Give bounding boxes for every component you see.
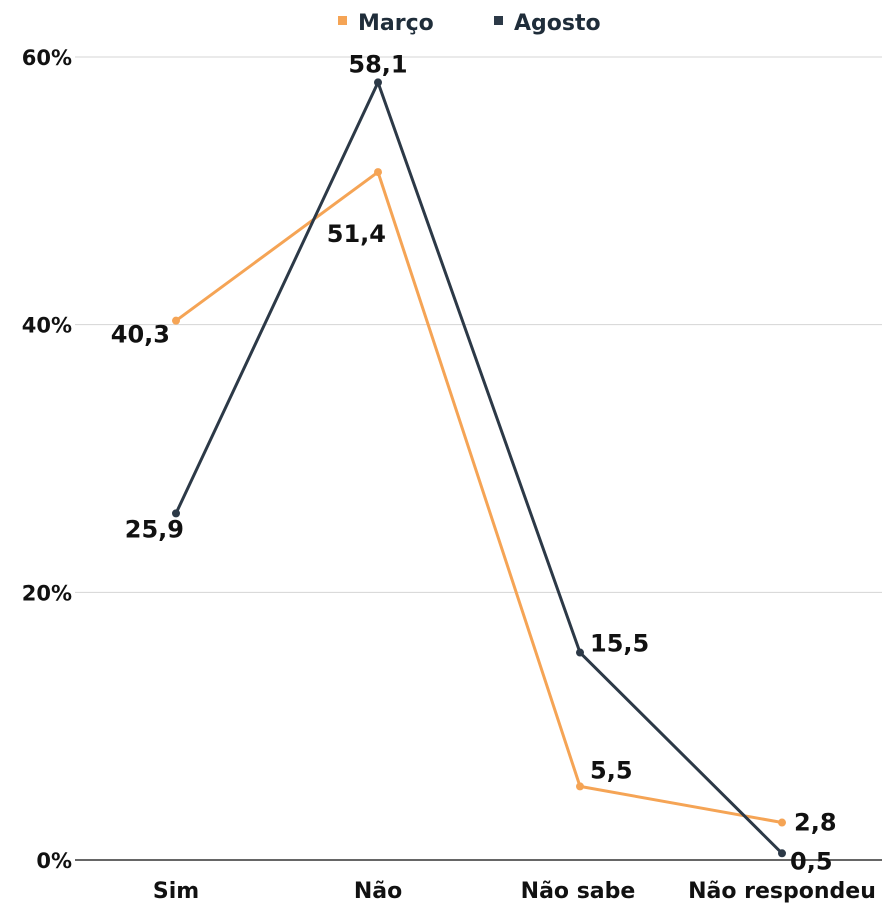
data-point [778, 818, 786, 827]
gridlines [75, 56, 882, 861]
y-tick-label: 40% [22, 314, 72, 338]
data-label: 5,5 [590, 756, 633, 784]
data-point [778, 849, 786, 858]
data-label: 15,5 [590, 630, 649, 658]
data-point [576, 782, 584, 791]
x-tick-label: Não [354, 879, 402, 904]
series-group [172, 78, 786, 858]
data-point [374, 168, 382, 177]
y-tick-label: 20% [22, 581, 72, 605]
data-label: 0,5 [790, 847, 833, 875]
series-line-marco [175, 170, 783, 825]
data-label: 51,4 [327, 220, 386, 248]
x-tick-label: Não sabe [521, 879, 636, 904]
data-label: 2,8 [794, 809, 837, 837]
x-tick-label: Não respondeu [688, 879, 876, 904]
data-point [374, 78, 382, 87]
data-label: 40,3 [111, 321, 170, 349]
y-axis: 0% 20% 40% 60% [22, 46, 72, 873]
legend-label: Agosto [514, 11, 601, 36]
legend-swatch [338, 16, 347, 25]
series-line-agosto [174, 80, 784, 855]
data-point [172, 509, 180, 518]
x-axis: Sim Não Não sabe Não respondeu [153, 879, 876, 904]
data-label: 25,9 [125, 515, 184, 543]
data-labels: 40,3 51,4 5,5 2,8 25,9 58,1 15,5 0,5 [111, 50, 837, 875]
legend-label: Março [358, 11, 434, 36]
x-tick-label: Sim [153, 879, 199, 904]
data-point [576, 648, 584, 657]
data-point [172, 316, 180, 325]
data-label: 58,1 [348, 50, 407, 78]
legend: Março Agosto [338, 11, 601, 36]
legend-swatch [494, 16, 503, 25]
y-tick-label: 60% [22, 46, 72, 70]
y-tick-label: 0% [36, 849, 72, 873]
